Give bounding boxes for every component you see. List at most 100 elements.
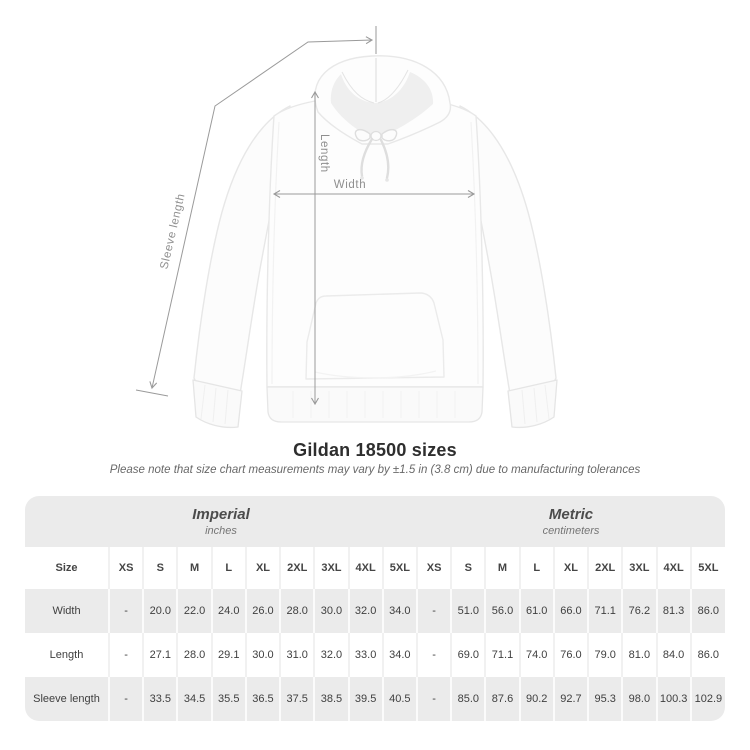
group-header-metric: Metric centimeters xyxy=(417,496,725,547)
size-header-cell: S xyxy=(142,547,178,589)
value-cell: 79.0 xyxy=(587,633,623,677)
value-cell: 34.0 xyxy=(381,589,417,633)
value-cell: 100.3 xyxy=(655,677,691,721)
value-cell: 32.0 xyxy=(347,589,383,633)
value-cell: 81.3 xyxy=(655,589,691,633)
value-cell: - xyxy=(107,633,144,677)
size-header-cell: M xyxy=(176,547,212,589)
sleeve-length-row: Sleeve length - 33.5 34.5 35.5 36.5 37.5… xyxy=(25,677,725,721)
length-label: Length xyxy=(318,134,330,173)
sleeve-length-line xyxy=(149,36,374,390)
value-cell: 22.0 xyxy=(176,589,212,633)
size-header-cell: XL xyxy=(552,547,589,589)
value-cell: - xyxy=(415,589,452,633)
hoodie-measurement-diagram: Width Length Sleeve length xyxy=(135,26,558,429)
value-cell: 28.0 xyxy=(176,633,212,677)
size-header-cell: 3XL xyxy=(621,547,657,589)
group-header-imperial: Imperial inches xyxy=(25,496,417,547)
row-label: Width xyxy=(52,605,81,617)
size-header-cell: 5XL xyxy=(381,547,417,589)
value-cell: 61.0 xyxy=(518,589,554,633)
metric-label: Metric xyxy=(548,506,594,523)
size-header-cell: 2XL xyxy=(279,547,315,589)
value-cell: 20.0 xyxy=(142,589,178,633)
value-cell: 31.0 xyxy=(279,633,315,677)
size-header-cell: XS xyxy=(415,547,452,589)
value-cell: 28.0 xyxy=(279,589,315,633)
value-cell: 24.0 xyxy=(210,589,246,633)
value-cell: 90.2 xyxy=(518,677,554,721)
tolerance-note: Please note that size chart measurements… xyxy=(109,464,641,476)
value-cell: 86.0 xyxy=(689,633,725,677)
size-header-row: Size XS S M L XL 2XL 3XL 4XL 5XL XS S M … xyxy=(25,547,725,589)
value-cell: 30.0 xyxy=(244,633,281,677)
value-cell: 76.2 xyxy=(621,589,657,633)
value-cell: 92.7 xyxy=(552,677,589,721)
value-cell: 66.0 xyxy=(552,589,589,633)
value-cell: 74.0 xyxy=(518,633,554,677)
width-label: Width xyxy=(334,179,366,191)
value-cell: - xyxy=(415,633,452,677)
value-cell: 36.5 xyxy=(244,677,281,721)
size-table: Size XS S M L XL 2XL 3XL 4XL 5XL XS S M … xyxy=(25,547,725,721)
value-cell: 35.5 xyxy=(210,677,246,721)
value-cell: 39.5 xyxy=(347,677,383,721)
row-label: Sleeve length xyxy=(33,693,100,705)
measurement-annotations xyxy=(135,26,476,406)
length-row: Length - 27.1 28.0 29.1 30.0 31.0 32.0 3… xyxy=(25,633,725,677)
heading: Gildan 18500 sizes Please note that size… xyxy=(0,439,750,478)
size-chart-title: Gildan 18500 sizes xyxy=(293,440,457,460)
size-header-cell: 4XL xyxy=(347,547,383,589)
unit-group-header: Imperial inches Metric centimeters xyxy=(25,496,725,547)
value-cell: 102.9 xyxy=(689,677,725,721)
value-cell: 71.1 xyxy=(587,589,623,633)
size-header-cell: L xyxy=(518,547,554,589)
value-cell: 56.0 xyxy=(484,589,520,633)
value-cell: 33.0 xyxy=(347,633,383,677)
kangaroo-pocket xyxy=(305,292,445,380)
imperial-unit: inches xyxy=(205,525,237,537)
value-cell: 98.0 xyxy=(621,677,657,721)
value-cell: 87.6 xyxy=(484,677,520,721)
sleeve-bottom-tick xyxy=(135,389,169,397)
size-header-cell: 4XL xyxy=(655,547,691,589)
sleeve-length-label: Sleeve length xyxy=(159,192,188,270)
value-cell: - xyxy=(107,677,144,721)
value-cell: 69.0 xyxy=(450,633,486,677)
size-col-header: Size xyxy=(55,562,78,574)
value-cell: 86.0 xyxy=(689,589,725,633)
value-cell: 33.5 xyxy=(142,677,178,721)
value-cell: 37.5 xyxy=(279,677,315,721)
size-header-cell: 5XL xyxy=(689,547,725,589)
value-cell: 38.5 xyxy=(313,677,349,721)
size-table-card: Imperial inches Metric centimeters Size … xyxy=(25,496,725,721)
hem-band xyxy=(266,386,484,423)
value-cell: 51.0 xyxy=(450,589,486,633)
value-cell: 40.5 xyxy=(381,677,417,721)
value-cell: - xyxy=(107,589,144,633)
imperial-label: Imperial xyxy=(192,506,250,523)
size-header-cell: 3XL xyxy=(313,547,349,589)
value-cell: 71.1 xyxy=(484,633,520,677)
value-cell: 26.0 xyxy=(244,589,281,633)
value-cell: 81.0 xyxy=(621,633,657,677)
value-cell: 84.0 xyxy=(655,633,691,677)
size-header-cell: 2XL xyxy=(587,547,623,589)
row-label: Length xyxy=(49,649,84,661)
size-header-cell: XS xyxy=(107,547,144,589)
value-cell: 95.3 xyxy=(587,677,623,721)
value-cell: 32.0 xyxy=(313,633,349,677)
metric-unit: centimeters xyxy=(542,525,600,537)
size-header-cell: M xyxy=(484,547,520,589)
width-row: Width - 20.0 22.0 24.0 26.0 28.0 30.0 32… xyxy=(25,589,725,633)
right-sleeve xyxy=(459,105,558,429)
value-cell: 34.5 xyxy=(176,677,212,721)
size-header-cell: L xyxy=(210,547,246,589)
value-cell: 76.0 xyxy=(552,633,589,677)
value-cell: 30.0 xyxy=(313,589,349,633)
size-header-cell: S xyxy=(450,547,486,589)
value-cell: 85.0 xyxy=(450,677,486,721)
size-header-cell: XL xyxy=(244,547,281,589)
value-cell: 34.0 xyxy=(381,633,417,677)
